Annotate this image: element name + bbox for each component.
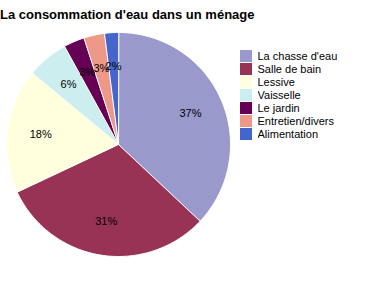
svg-text:31%: 31% (95, 215, 117, 227)
html-text:La consommation d'eau dans un: La consommation d'eau dans un ménage (0, 7, 255, 22)
html-text:Alimentation: Alimentation (257, 128, 318, 140)
html-text:La chasse d'eau: La chasse d'eau (257, 50, 338, 62)
html-text:Lessive: Lessive (257, 76, 295, 88)
svg-text:37%: 37% (179, 107, 201, 119)
html-text:Le jardin: Le jardin (257, 102, 300, 114)
svg-text:2%: 2% (106, 60, 122, 72)
html-text:Salle de bain: Salle de bain (257, 63, 322, 75)
svg-text:3%: 3% (79, 66, 96, 79)
svg-text:18%: 18% (30, 128, 52, 140)
html-text:Vaisselle: Vaisselle (257, 89, 301, 101)
html-text:Entretien/divers: Entretien/divers (257, 115, 334, 127)
svg-text:6%: 6% (61, 78, 77, 90)
svg-text:3%: 3% (93, 61, 110, 74)
